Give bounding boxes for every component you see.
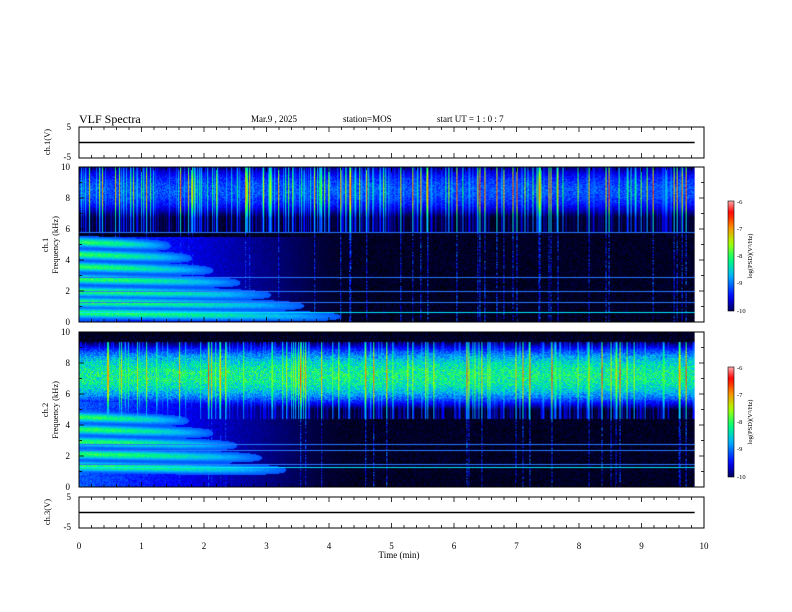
ch3-ticks bbox=[78, 497, 705, 528]
ch1-spectrogram-ticks bbox=[78, 166, 705, 323]
x-tick-label: 2 bbox=[202, 541, 207, 551]
ch1-spec-ytick: 8 bbox=[66, 193, 71, 203]
ch1-spec-ytick: 6 bbox=[66, 224, 71, 234]
ch2-colorbar-tick: -10 bbox=[737, 474, 746, 481]
ch1-waveform-panel: 5 -5 ch.1(V) bbox=[42, 122, 705, 162]
ch2-spec-ytick: 4 bbox=[66, 420, 71, 430]
ch1-ylabel: ch.1(V) bbox=[42, 129, 52, 155]
ch1-colorbar-label: log(PSD)(V²/Hz) bbox=[747, 234, 754, 279]
ch2-spec-ytick: 10 bbox=[61, 327, 71, 337]
date-label: Mar.9 , 2025 bbox=[251, 114, 297, 124]
ch3-waveform-panel: 5 -5 ch.3(V) bbox=[42, 492, 705, 532]
ch2-spectrogram-panel: ch.2 Frequency (kHz) 0 2 4 6 8 10 bbox=[40, 327, 705, 492]
x-axis-label: Time (min) bbox=[379, 550, 420, 560]
x-tick-label: 6 bbox=[452, 541, 457, 551]
x-tick-label: 5 bbox=[389, 541, 394, 551]
ch2-colorbar-tick: -9 bbox=[737, 446, 742, 453]
x-tick-label: 7 bbox=[514, 541, 519, 551]
ch3-ytick-top: 5 bbox=[67, 492, 72, 502]
x-tick-label: 9 bbox=[639, 541, 644, 551]
ch1-colorbar-tick: -6 bbox=[737, 199, 743, 206]
ch1-spec-ytick: 2 bbox=[66, 286, 71, 296]
ch2-spec-ytick: 0 bbox=[66, 482, 71, 492]
ch2-spectrogram-image bbox=[79, 332, 695, 487]
x-tick-label: 4 bbox=[327, 541, 332, 551]
ch1-colorbar-tick: -9 bbox=[737, 280, 742, 287]
ch1-colorbar-tick: -7 bbox=[737, 226, 743, 233]
ch1-colorbar-tick: -8 bbox=[737, 253, 742, 260]
ch1-ytick-top: 5 bbox=[67, 122, 72, 132]
ch1-spec-ytick: 4 bbox=[66, 255, 71, 265]
ch1-colorbar-tick: -10 bbox=[737, 308, 746, 315]
x-tick-label: 3 bbox=[264, 541, 269, 551]
x-tick-label: 8 bbox=[577, 541, 582, 551]
ch2-spec-ytick: 2 bbox=[66, 451, 71, 461]
ch1-colorbar: -6 -7 -8 -9 -10 log(PSD)(V²/Hz) bbox=[727, 199, 754, 315]
ch1-spectrogram-image bbox=[79, 167, 695, 322]
ch1-spec-ylabel-freq: Frequency (kHz) bbox=[50, 216, 60, 274]
ch2-colorbar-label: log(PSD)(V²/Hz) bbox=[747, 400, 754, 445]
ch1-spec-ylabel-channel: ch.1 bbox=[40, 238, 50, 252]
ch2-spec-ylabel-freq: Frequency (kHz) bbox=[50, 381, 60, 439]
ch2-colorbar: -6 -7 -8 -9 -10 log(PSD)(V²/Hz) bbox=[727, 365, 754, 481]
ch2-spec-ytick: 6 bbox=[66, 389, 71, 399]
ch1-spectrogram-panel: ch.1 Frequency (kHz) 0 2 4 6 8 10 bbox=[40, 162, 705, 327]
x-tick-label: 0 bbox=[77, 541, 82, 551]
station-label: station=MOS bbox=[343, 114, 392, 124]
ch2-spec-ylabel-channel: ch.2 bbox=[40, 403, 50, 417]
ch2-colorbar-gradient bbox=[727, 366, 735, 478]
ch3-ytick-bottom: -5 bbox=[64, 522, 72, 532]
ch2-spectrogram-ticks bbox=[78, 331, 705, 488]
ch3-ylabel: ch.3(V) bbox=[42, 499, 52, 525]
ch1-colorbar-gradient bbox=[727, 200, 735, 312]
start-time-label: start UT = 1 : 0 : 7 bbox=[437, 114, 504, 124]
ch2-spec-ytick: 8 bbox=[66, 358, 71, 368]
ch2-colorbar-tick: -8 bbox=[737, 419, 742, 426]
x-tick-label: 10 bbox=[700, 541, 710, 551]
x-axis: 0 1 2 3 4 5 6 7 8 9 10 Time (min) bbox=[77, 541, 709, 560]
x-tick-label: 1 bbox=[139, 541, 144, 551]
ch2-colorbar-tick: -7 bbox=[737, 392, 743, 399]
ch1-ticks bbox=[78, 127, 705, 158]
ch1-spec-ytick: 0 bbox=[66, 317, 71, 327]
ch1-ytick-bottom: -5 bbox=[64, 152, 72, 162]
ch1-spec-ytick: 10 bbox=[61, 162, 71, 172]
figure-title: VLF Spectra bbox=[79, 112, 141, 126]
ch2-colorbar-tick: -6 bbox=[737, 365, 743, 372]
